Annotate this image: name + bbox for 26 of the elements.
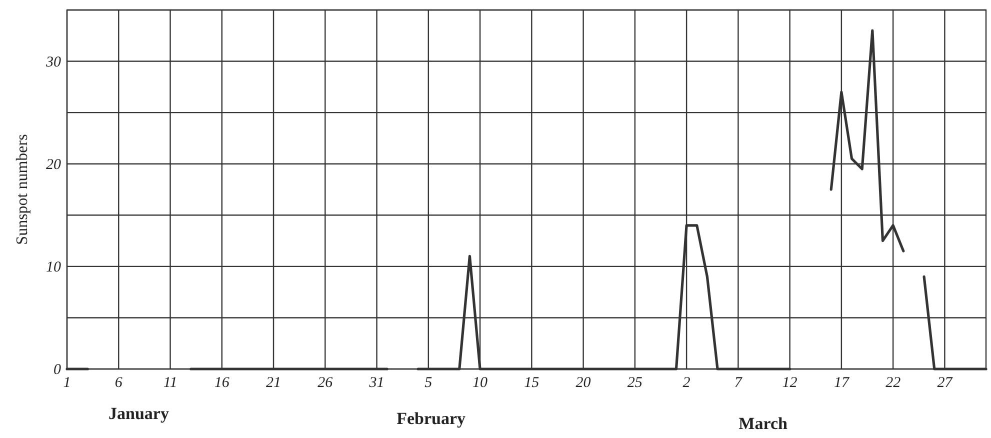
text: January <box>108 404 170 423</box>
x-tick-label: 21 <box>266 375 282 391</box>
text: March <box>738 414 788 433</box>
x-tick-label: 17 <box>834 375 850 391</box>
x-tick-label: 1 <box>63 375 71 391</box>
x-tick-label: 25 <box>627 375 643 391</box>
x-tick-label: 27 <box>937 375 954 391</box>
y-tick-label: 30 <box>45 54 62 70</box>
x-tick-label: 6 <box>114 375 123 391</box>
x-tick-label: 31 <box>368 375 384 391</box>
x-tick-label: 22 <box>886 375 902 391</box>
x-tick-label: 15 <box>524 375 540 391</box>
y-tick-label: 0 <box>54 362 62 378</box>
x-tick-label: 10 <box>472 375 488 391</box>
x-tick-label: 11 <box>163 375 178 391</box>
x-tick-label: 16 <box>214 375 230 391</box>
x-tick-label: 26 <box>318 375 334 391</box>
x-tick-label: 7 <box>734 375 744 391</box>
y-tick-label: 10 <box>46 259 62 276</box>
y-axis-title: Sunspot numbers <box>14 134 31 245</box>
x-tick-label: 2 <box>682 375 691 391</box>
x-tick-label: 12 <box>782 375 798 391</box>
y-tick-label: 20 <box>46 156 62 173</box>
text: February <box>396 409 466 428</box>
x-tick-label: 20 <box>576 375 592 391</box>
x-tick-label: 5 <box>424 375 433 391</box>
